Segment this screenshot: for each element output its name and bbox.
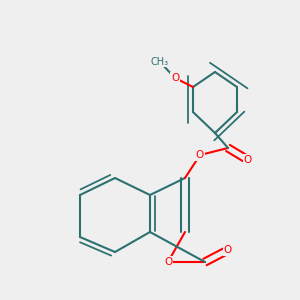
Text: O: O: [244, 155, 252, 165]
Text: O: O: [196, 150, 204, 160]
Text: O: O: [171, 73, 179, 83]
Text: CH₃: CH₃: [151, 57, 169, 67]
Text: O: O: [224, 245, 232, 255]
Text: O: O: [164, 257, 172, 267]
